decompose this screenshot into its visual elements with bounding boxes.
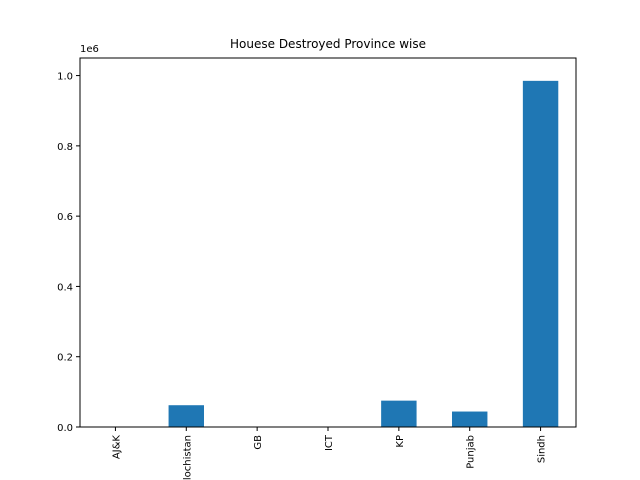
y-tick-label: 0.2 [57, 353, 73, 364]
y-axis-ticks: 0.0 0.2 0.4 0.6 0.8 1.0 [57, 72, 80, 434]
y-axis-offset-label: 1e6 [80, 44, 99, 55]
bar-punjab [452, 411, 488, 427]
bar-balochistan [168, 405, 204, 427]
axes-frame [79, 57, 577, 428]
x-tick-label: Sindh [537, 435, 548, 463]
x-tick-label: GB [253, 435, 264, 450]
bars-group [97, 80, 559, 427]
y-tick-label: 0.6 [57, 212, 73, 223]
x-axis-ticks: AJ&K Balochistan GB ICT KP Punjab Sindh [111, 427, 548, 480]
bar-kp [381, 400, 417, 427]
y-tick-label: 0.8 [57, 142, 73, 153]
y-tick-label: 0.0 [57, 423, 73, 434]
x-tick-label: ICT [324, 434, 335, 451]
y-tick-label: 1.0 [57, 72, 73, 83]
bar-sindh [522, 80, 559, 427]
y-tick-label: 0.4 [57, 282, 73, 293]
x-tick-label: Punjab [466, 435, 477, 469]
chart-title: Houese Destroyed Province wise [230, 37, 426, 51]
x-tick-label: Balochistan [182, 435, 193, 480]
x-tick-label: KP [395, 435, 406, 448]
x-tick-label: AJ&K [111, 435, 122, 460]
